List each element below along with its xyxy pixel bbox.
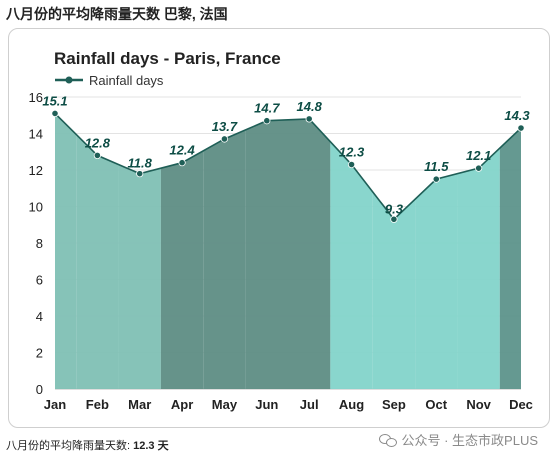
x-tick-label: Oct xyxy=(425,397,447,412)
x-tick-label: Jan xyxy=(44,397,66,412)
y-tick-label: 8 xyxy=(36,236,43,251)
area-band-apr xyxy=(160,150,204,389)
data-label-oct: 11.5 xyxy=(424,159,449,174)
data-label-jan: 15.1 xyxy=(42,93,67,108)
data-label-aug: 12.3 xyxy=(339,145,365,160)
x-tick-label: Feb xyxy=(86,397,109,412)
area-band-sep xyxy=(372,191,416,389)
data-point-feb xyxy=(93,151,101,160)
y-tick-label: 6 xyxy=(36,273,43,288)
chart-card: Rainfall days - Paris, France Rainfall d… xyxy=(8,28,550,428)
chart-title: Rainfall days - Paris, France xyxy=(54,49,281,68)
y-tick-label: 2 xyxy=(36,346,43,361)
data-point-jul xyxy=(305,115,313,123)
x-tick-label: Apr xyxy=(171,397,193,412)
watermark: 公众号 · 生态市政PLUS xyxy=(379,430,538,449)
y-tick-label: 16 xyxy=(29,90,43,105)
x-axis-ticks: Jan Feb Mar Apr May Jun Jul Aug Sep Oct Nov Dec xyxy=(44,397,533,412)
rainfall-chart: Rainfall days - Paris, France Rainfall d… xyxy=(29,49,533,412)
data-point-may xyxy=(220,135,229,143)
y-axis-ticks: 0 2 4 6 8 10 12 14 16 xyxy=(29,90,43,397)
y-tick-label: 12 xyxy=(29,163,43,178)
area-band-jun xyxy=(245,119,288,389)
area-band-nov xyxy=(457,148,500,389)
data-point-jun xyxy=(263,117,271,125)
footer-value: 12.3 天 xyxy=(133,440,169,452)
data-point-oct xyxy=(432,175,440,183)
x-tick-label: Sep xyxy=(382,397,406,412)
x-tick-label: Mar xyxy=(128,397,151,412)
y-tick-label: 14 xyxy=(29,127,43,142)
rainfall-line xyxy=(54,112,522,221)
data-label-sep: 9.3 xyxy=(385,201,404,216)
page-title: 八月份的平均降雨量天数 巴黎, 法国 xyxy=(6,6,228,22)
data-label-feb: 12.8 xyxy=(85,135,111,150)
data-point-apr xyxy=(178,159,186,167)
x-tick-label: Nov xyxy=(466,397,491,412)
legend-label: Rainfall days xyxy=(89,73,164,88)
area-band-jul xyxy=(288,118,331,389)
legend-marker-swatch xyxy=(65,76,73,84)
wechat-icon xyxy=(379,433,398,447)
data-label-nov: 12.1 xyxy=(466,148,491,163)
data-point-nov xyxy=(475,164,483,172)
watermark-text: 公众号 · 生态市政PLUS xyxy=(401,433,538,448)
data-label-mar: 11.8 xyxy=(128,156,153,171)
area-band-aug xyxy=(330,141,373,389)
data-label-apr: 12.4 xyxy=(169,143,195,158)
legend: Rainfall days xyxy=(55,73,164,88)
x-tick-label: Jun xyxy=(255,397,278,412)
data-labels: 15.1 12.8 11.8 12.4 13.7 14.7 14.8 12.3 9.3 11.5 1… xyxy=(42,93,530,216)
data-label-jun: 14.7 xyxy=(254,101,280,116)
x-tick-label: Aug xyxy=(339,397,364,412)
data-point-jan xyxy=(51,109,59,118)
y-tick-label: 0 xyxy=(36,382,43,397)
data-label-jul: 14.8 xyxy=(297,99,323,114)
area-band-mar xyxy=(118,164,161,389)
x-tick-label: May xyxy=(212,397,238,412)
data-point-sep xyxy=(390,215,398,223)
footer-label: 八月份的平均降雨量天数: xyxy=(6,440,131,452)
data-label-dec: 14.3 xyxy=(504,108,530,123)
x-tick-label: Jul xyxy=(300,397,319,412)
data-point-dec xyxy=(517,124,525,132)
series-line xyxy=(51,109,525,223)
area-band-dec xyxy=(499,128,521,389)
area-bands xyxy=(55,113,521,390)
y-tick-label: 10 xyxy=(29,200,43,215)
data-point-aug xyxy=(347,160,356,169)
y-tick-label: 4 xyxy=(36,309,43,324)
x-tick-label: Dec xyxy=(509,397,533,412)
area-band-oct xyxy=(415,173,458,389)
area-band-jan xyxy=(55,113,77,390)
area-band-feb xyxy=(76,134,119,389)
data-label-may: 13.7 xyxy=(212,119,238,134)
data-point-mar xyxy=(136,170,144,178)
area-band-may xyxy=(203,129,246,389)
footer-summary: 八月份的平均降雨量天数: 12.3 天 xyxy=(6,437,169,453)
